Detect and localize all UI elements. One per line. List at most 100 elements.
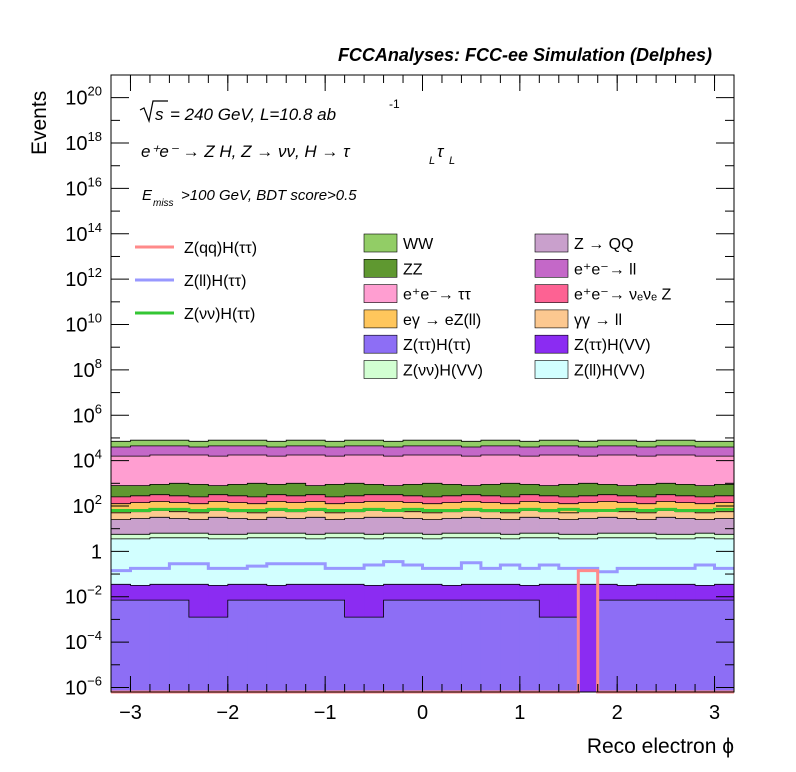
legend-swatch-Ztautau_Htautau bbox=[363, 334, 398, 354]
emiss-sub: miss bbox=[153, 198, 174, 209]
bar-Ztautau_Htautau-13 bbox=[364, 617, 384, 692]
bar-Ztautau_Htautau-10 bbox=[305, 600, 326, 692]
y-tick-label: 104 bbox=[73, 447, 102, 473]
x-tick-label: −1 bbox=[314, 702, 337, 724]
axis-ticks: −3 −2 −1 0 1 2 3 10−6 10−4 10−2 1 102 104 106 108 1010 1… bbox=[65, 75, 735, 724]
bar-Ztautau_Htautau-6 bbox=[227, 600, 248, 692]
y-tick-label: 1016 bbox=[65, 174, 102, 200]
legend-label-sig_qq: Z(qq)H(ττ) bbox=[184, 240, 257, 257]
outline-Zll_HVV bbox=[111, 537, 734, 540]
x-axis-label: Reco electron ϕ bbox=[587, 735, 734, 758]
lumi-exponent: -1 bbox=[389, 97, 400, 111]
y-tick-label: 102 bbox=[73, 492, 102, 518]
bar-Ztautau_Htautau-2 bbox=[149, 600, 170, 692]
bar-Ztautau_Htautau-29 bbox=[675, 600, 696, 692]
x-tick-label: 0 bbox=[417, 702, 428, 724]
y-tick-label: 1 bbox=[91, 541, 102, 563]
bar-Ztautau_Htautau-1 bbox=[130, 600, 151, 692]
legend-label-Z_QQ: Z → QQ bbox=[574, 236, 634, 253]
y-tick-label: 1014 bbox=[65, 220, 102, 246]
outline-WW bbox=[111, 439, 734, 442]
bar-Ztautau_Htautau-0 bbox=[111, 600, 131, 692]
bar-Ztautau_Htautau-18 bbox=[461, 600, 482, 692]
bar-Ztautau_HVV-24 bbox=[578, 584, 599, 692]
legend-label-Zll_HVV: Z(ll)H(VV) bbox=[574, 363, 645, 380]
y-tick-label: 10−2 bbox=[65, 583, 102, 609]
process-tau-2: τ bbox=[437, 142, 445, 161]
bar-Ztautau_Htautau-31 bbox=[714, 600, 735, 692]
legend-label-Ztautau_Htautau: Z(ττ)H(ττ) bbox=[403, 337, 471, 354]
bar-Ztautau_Htautau-17 bbox=[442, 600, 462, 692]
legend: Z(qq)H(ττ) Z(ll)H(ττ) Z(νν)H(ττ) WW Z → QQ ZZ… bbox=[135, 233, 671, 380]
emiss-E: E bbox=[142, 187, 153, 204]
outline-egamma_eZll bbox=[111, 501, 734, 505]
bar-Ztautau_Htautau-4 bbox=[188, 617, 209, 692]
y-tick-label: 1010 bbox=[65, 311, 102, 337]
bar-Ztautau_Htautau-28 bbox=[656, 600, 676, 692]
bar-Ztautau_Htautau-30 bbox=[695, 600, 715, 692]
sqrt-sign bbox=[139, 100, 168, 124]
legend-swatch-ee_ll bbox=[534, 258, 569, 278]
bar-Ztautau_Htautau-19 bbox=[480, 600, 501, 692]
bar-Ztautau_Htautau-22 bbox=[539, 617, 560, 692]
bar-Ztautau_Htautau-27 bbox=[636, 600, 657, 692]
outline-ee_tautau bbox=[111, 454, 734, 457]
outline-ee_nunuZ bbox=[111, 494, 734, 498]
x-tick-label: −2 bbox=[216, 702, 239, 724]
y-tick-label: 1018 bbox=[65, 129, 102, 155]
bar-Ztautau_Htautau-7 bbox=[247, 600, 268, 692]
outline-ee_ll bbox=[111, 445, 734, 448]
bar-Ztautau_Htautau-20 bbox=[500, 600, 521, 692]
legend-label-sig_nunu: Z(νν)H(ττ) bbox=[184, 306, 255, 323]
legend-swatch-Zll_HVV bbox=[534, 360, 569, 379]
process-sub-1: L bbox=[429, 155, 435, 167]
legend-swatch-ee_nunuZ bbox=[534, 284, 569, 303]
bar-Ztautau_Htautau-3 bbox=[169, 600, 190, 692]
outline-Ztautau_Htautau bbox=[111, 599, 734, 693]
stacked-histograms bbox=[111, 439, 735, 693]
outline-ZZ bbox=[111, 482, 734, 486]
energy-lumi-text: = 240 GeV, L=10.8 ab bbox=[170, 105, 336, 124]
legend-label-WW: WW bbox=[403, 236, 434, 253]
chart-title: FCCAnalyses: FCC-ee Simulation (Delphes) bbox=[338, 45, 712, 65]
legend-label-sig_ll: Z(ll)H(ττ) bbox=[184, 273, 246, 290]
legend-swatch-ee_tautau bbox=[363, 284, 398, 303]
legend-swatch-Z_QQ bbox=[534, 233, 569, 253]
legend-label-ZZ: ZZ bbox=[403, 261, 423, 278]
x-tick-label: 2 bbox=[612, 702, 623, 724]
x-tick-label: 3 bbox=[709, 702, 720, 724]
signal-sig_ll bbox=[111, 560, 734, 574]
bar-Ztautau_Htautau-21 bbox=[519, 600, 540, 692]
x-tick-label: −3 bbox=[119, 702, 142, 724]
legend-swatch-Znunu_HVV bbox=[363, 360, 398, 379]
bar-Ztautau_Htautau-11 bbox=[325, 600, 346, 692]
legend-swatch-egamma_eZll bbox=[363, 309, 398, 329]
bar-Ztautau_Htautau-16 bbox=[422, 600, 443, 692]
legend-label-Ztautau_HVV: Z(ττ)H(VV) bbox=[574, 337, 651, 354]
legend-swatch-ZZ bbox=[363, 258, 398, 278]
annotation-block: s = 240 GeV, L=10.8 ab -1 e⁺e⁻ → Z H, Z … bbox=[139, 97, 455, 209]
outline-Ztautau_HVV bbox=[111, 583, 734, 586]
bar-Ztautau_Htautau-14 bbox=[383, 600, 404, 692]
bar-Ztautau_Htautau-26 bbox=[617, 600, 638, 692]
process-text: e⁺e⁻ → Z H, Z → νν, H → τ bbox=[141, 142, 351, 161]
legend-swatch-WW bbox=[363, 233, 398, 253]
x-tick-label: 1 bbox=[514, 702, 525, 724]
legend-swatch-gammagamma_ll bbox=[534, 309, 569, 329]
legend-label-gammagamma_ll: γγ → ll bbox=[574, 312, 622, 329]
legend-label-Znunu_HVV: Z(νν)H(VV) bbox=[403, 363, 483, 380]
y-tick-label: 10−6 bbox=[65, 673, 102, 699]
bar-Ztautau_Htautau-12 bbox=[344, 617, 365, 692]
outline-Znunu_HVV bbox=[111, 532, 734, 535]
bar-Ztautau_Htautau-23 bbox=[558, 617, 579, 692]
sqrt-s-text: s bbox=[155, 105, 164, 124]
y-axis-label: Events bbox=[28, 91, 51, 155]
y-tick-label: 106 bbox=[73, 401, 102, 427]
bar-Ztautau_Htautau-15 bbox=[403, 600, 423, 692]
legend-swatch-Ztautau_HVV bbox=[534, 334, 569, 354]
outline-Z_QQ bbox=[111, 516, 734, 520]
legend-label-ee_tautau: e⁺e⁻→ ττ bbox=[403, 287, 471, 304]
process-sub-2: L bbox=[449, 155, 455, 167]
legend-label-ee_ll: e⁺e⁻→ ll bbox=[574, 261, 636, 278]
y-tick-label: 1020 bbox=[65, 84, 102, 110]
